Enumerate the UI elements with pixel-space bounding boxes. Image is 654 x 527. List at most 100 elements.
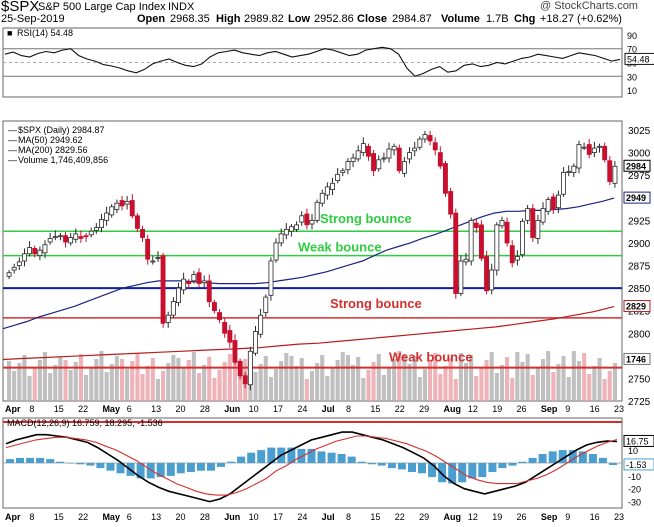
macd-histogram-bar <box>518 461 527 463</box>
volume-bar <box>386 367 391 401</box>
close-value: 2984.87 <box>392 13 432 25</box>
price-tick-label: 2925 <box>628 216 651 227</box>
candle-body <box>109 206 115 216</box>
ma50-line <box>2 197 615 330</box>
volume-bar <box>202 365 207 401</box>
candle-body <box>407 152 412 160</box>
volume-bar <box>458 353 463 401</box>
macd-histogram-bar <box>428 463 437 478</box>
volume-bar <box>407 364 412 401</box>
volume-bar <box>94 359 99 401</box>
volume-bar <box>366 370 371 401</box>
price-x-label: 29 <box>419 404 429 414</box>
watermark: @ StockCharts.com <box>540 0 638 12</box>
macd-histogram-bar <box>287 447 296 463</box>
price-x-label: 15 <box>370 404 380 414</box>
macd-signal-line <box>5 435 618 496</box>
volume-bar <box>186 360 191 401</box>
macd-histogram-bar <box>387 463 396 469</box>
candle-body <box>232 340 238 363</box>
price-legend-swatch: — <box>8 145 17 155</box>
candle-body <box>494 224 500 271</box>
candle-body <box>201 280 207 284</box>
volume-bar <box>222 362 227 401</box>
macd-histogram-bar <box>26 457 35 463</box>
candle-body <box>175 287 181 304</box>
candle-body <box>299 215 305 223</box>
candle-body <box>273 242 279 261</box>
price-x-label: 23 <box>614 404 624 414</box>
macd-histogram-bar <box>307 448 316 463</box>
candle-body <box>314 201 320 221</box>
volume-bar <box>217 370 222 401</box>
candle-body <box>324 186 330 196</box>
price-x-label: 10 <box>249 404 259 414</box>
volume-bar <box>289 356 294 401</box>
price-x-label: 9 <box>565 404 570 414</box>
macd-histogram-bar <box>56 461 65 463</box>
price-x-label: Jun <box>224 404 240 414</box>
volume-bar <box>356 357 361 401</box>
volume-bar <box>541 359 546 401</box>
macd-histogram-bar <box>257 450 266 463</box>
volume-bar <box>561 356 566 401</box>
volume-bar <box>433 353 438 401</box>
ma200-line <box>2 306 615 361</box>
volume-bar <box>227 354 232 401</box>
price-x-label: 22 <box>78 404 88 414</box>
macd-histogram-bar <box>96 463 105 469</box>
low-label: Low <box>288 13 310 25</box>
candle-body <box>155 256 161 259</box>
candle-body <box>11 266 17 271</box>
volume-bar <box>525 354 530 401</box>
macd-histogram-bar <box>418 463 426 474</box>
candle-body <box>247 350 253 386</box>
macd-x-label: 12 <box>468 512 478 522</box>
candle-body <box>32 247 38 255</box>
candle-body <box>442 163 448 194</box>
price-x-label: 19 <box>492 404 502 414</box>
macd-histogram-bar <box>337 454 346 463</box>
volume-bar <box>515 352 520 401</box>
volume-bar <box>535 367 540 401</box>
candle-body <box>586 144 592 155</box>
volume-bar <box>592 366 597 401</box>
candle-body <box>160 255 166 324</box>
price-x-label: 20 <box>176 404 186 414</box>
macd-x-label: Apr <box>5 512 21 522</box>
candle-body <box>545 199 551 212</box>
candle-body <box>129 200 135 217</box>
candle-body <box>540 208 546 223</box>
macd-histogram-bar <box>568 450 577 463</box>
price-x-label: 12 <box>468 404 478 414</box>
volume-bar <box>576 361 581 401</box>
macd-histogram-bar <box>538 454 547 463</box>
candle-body <box>422 134 428 140</box>
volume-bar <box>27 376 32 401</box>
price-tick-label: 3000 <box>628 149 651 160</box>
volume-bar <box>325 376 330 401</box>
volume-bar <box>505 357 510 401</box>
macd-histogram-bar <box>578 451 587 463</box>
price-tick-label: 2875 <box>628 262 651 273</box>
volume-bar <box>212 378 217 401</box>
chg-value: +18.27 (+0.62%) <box>540 13 622 25</box>
macd-tick-label: 10 <box>628 446 638 456</box>
price-x-label: 6 <box>127 404 132 414</box>
candle-body <box>119 200 125 207</box>
volume-bar <box>181 368 186 401</box>
candle-body <box>556 194 561 209</box>
volume-bar <box>58 357 63 401</box>
candle-body <box>448 191 454 215</box>
volume-bar <box>381 375 386 401</box>
macd-histogram-bar <box>317 451 326 463</box>
volume-bar <box>48 373 53 401</box>
price-tag-box <box>623 300 651 313</box>
price-x-label: 15 <box>54 404 64 414</box>
volume-value: 1.7B <box>486 13 509 25</box>
volume-bar <box>145 366 150 401</box>
candle-body <box>484 256 489 292</box>
volume-bar <box>392 359 397 401</box>
candle-body <box>78 236 84 239</box>
candle-body <box>525 208 531 221</box>
